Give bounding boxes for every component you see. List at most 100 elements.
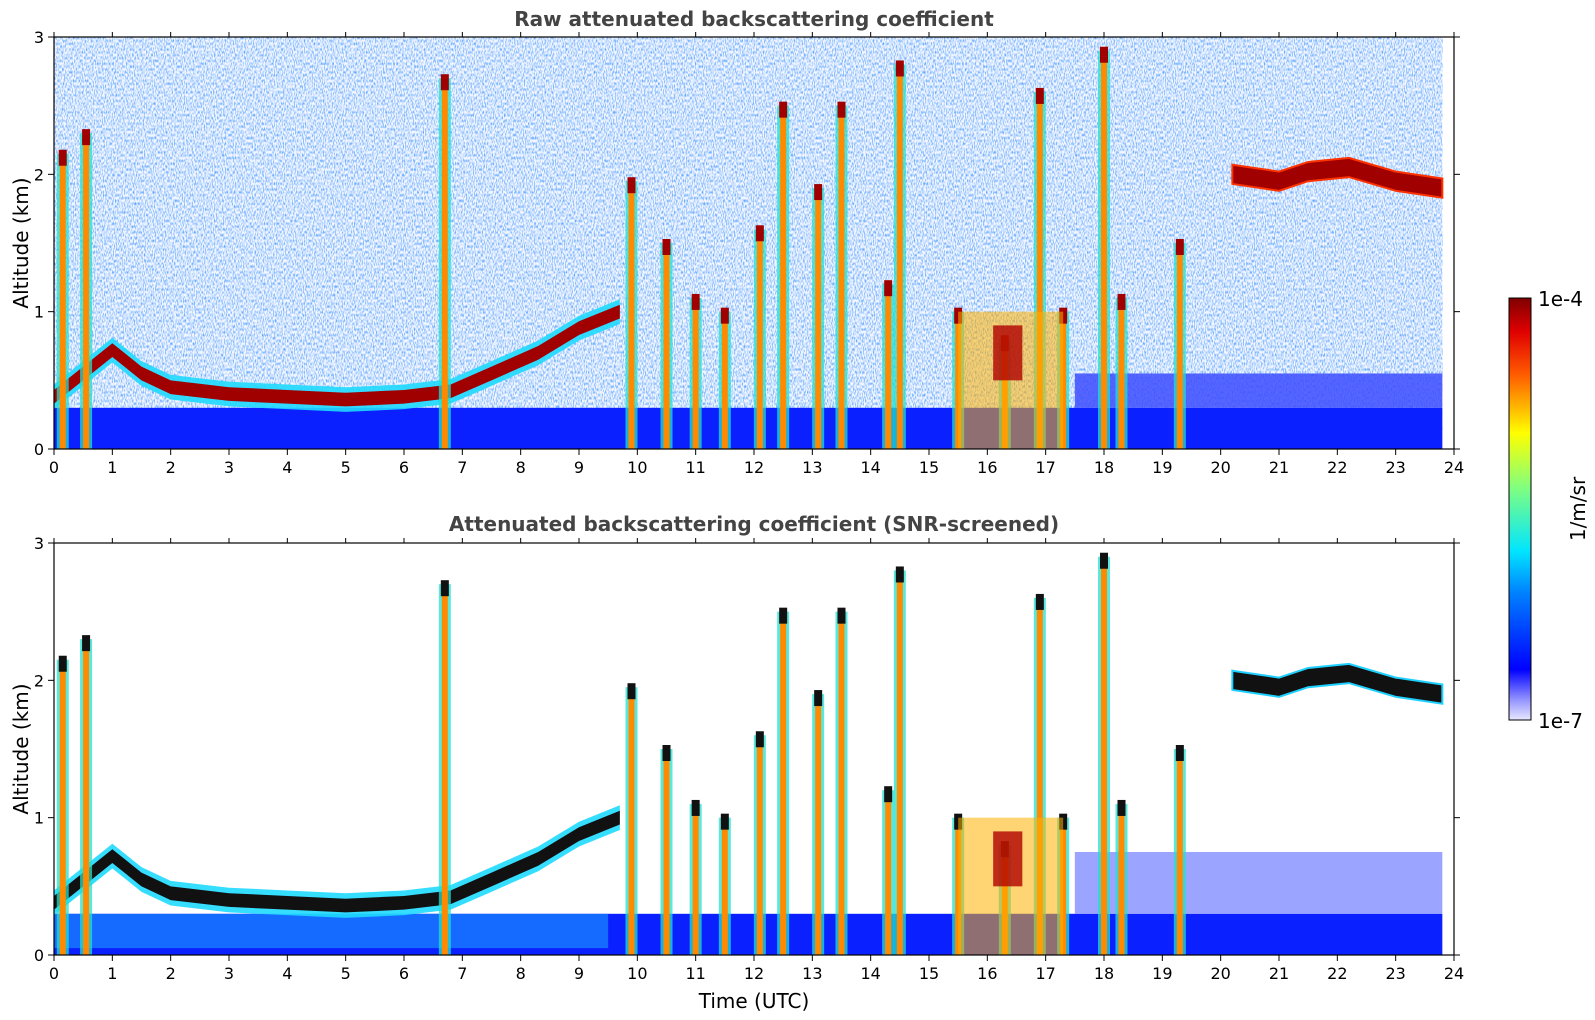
cloud-column [777,607,790,955]
x-tick-label: 21 [1269,964,1289,983]
panel1-plot-area: 0 1 2 3 4 5 6 7 8 9 10 11 12 13 14 15 16 17 18 19 20 21 22 23 24… [34,28,1464,477]
x-tick-label: 16 [977,964,997,983]
panel2-xlabel: Time (UTC) [698,989,810,1013]
y-tick-label: 3 [34,28,44,47]
cloud-column [893,60,906,449]
x-tick-label: 6 [399,964,409,983]
x-tick-label: 5 [341,458,351,477]
x-tick-label: 23 [1385,458,1405,477]
surface-aerosol [1074,373,1443,408]
cloud-column [660,239,673,449]
x-tick-label: 22 [1327,458,1347,477]
x-tick-label: 0 [49,964,59,983]
x-tick-label: 13 [802,458,822,477]
cloud-column [438,74,451,449]
x-tick-label: 21 [1269,458,1289,477]
cloud-column [812,184,825,449]
colorbar-min-label: 1e-7 [1538,709,1583,733]
y-tick-label: 0 [34,946,44,965]
x-tick-label: 4 [282,458,292,477]
panel2-plot-area: 0 1 2 3 4 5 6 7 8 9 10 11 12 13 14 15 16 17 18 19 20 21 22 23 24… [34,534,1464,983]
panel2-title: Attenuated backscattering coefficient (S… [449,512,1059,536]
y-tick-label: 2 [34,165,44,184]
x-tick-label: 8 [516,964,526,983]
x-tick-label: 12 [744,964,764,983]
x-tick-label: 10 [627,964,647,983]
y-tick-label: 1 [34,303,44,322]
stratocumulus-layer [1231,662,1444,705]
cloud-column [753,731,766,955]
cloud-column [56,655,69,955]
x-tick-label: 11 [685,964,705,983]
dense-cloud-core [993,325,1023,381]
cloud-column [882,280,895,449]
cloud-column [689,293,702,449]
colorbar-label: 1/m/sr [1566,476,1590,541]
x-tick-label: 4 [282,964,292,983]
cloud-column [80,635,93,955]
x-tick-label: 7 [457,458,467,477]
cloud-column [1115,799,1128,955]
x-tick-label: 0 [49,458,59,477]
cloud-column [438,580,451,955]
y-tick-label: 3 [34,534,44,553]
colorbar-max-label: 1e-4 [1538,287,1583,311]
cloud-column [660,745,673,955]
x-tick-label: 1 [107,964,117,983]
x-tick-label: 1 [107,458,117,477]
cloud-column [1173,239,1186,449]
panel2-ylabel: Altitude (km) [9,683,33,814]
x-tick-label: 7 [457,964,467,983]
x-tick-label: 11 [685,458,705,477]
x-tick-label: 9 [574,964,584,983]
cloud-column [625,177,638,449]
x-tick-label: 24 [1444,964,1464,983]
x-tick-label: 8 [516,458,526,477]
x-tick-label: 23 [1385,964,1405,983]
heatmap-field [54,552,1444,955]
x-tick-label: 20 [1210,458,1230,477]
x-tick-label: 16 [977,458,997,477]
x-tick-label: 5 [341,964,351,983]
cloud-column [718,813,731,955]
x-tick-label: 20 [1210,964,1230,983]
boundary-layer-core [54,304,620,407]
stratocumulus-layer [1231,156,1444,199]
x-tick-label: 13 [802,964,822,983]
cloud-column [835,607,848,955]
x-tick-label: 9 [574,458,584,477]
x-tick-label: 10 [627,458,647,477]
cloud-column [753,225,766,449]
x-tick-label: 15 [919,964,939,983]
x-tick-label: 3 [224,964,234,983]
x-tick-label: 2 [166,964,176,983]
x-tick-label: 17 [1035,964,1055,983]
cloud-column [718,307,731,449]
cloud-column [882,786,895,955]
cloud-column [812,690,825,955]
x-tick-label: 19 [1152,964,1172,983]
cloud-column [689,799,702,955]
x-tick-label: 14 [860,458,880,477]
x-tick-label: 15 [919,458,939,477]
cloud-column [835,101,848,449]
cloud-column [1098,552,1110,955]
x-tick-label: 24 [1444,458,1464,477]
cloud-column [56,149,69,449]
heatmap-field [54,37,1444,449]
x-tick-label: 3 [224,458,234,477]
x-tick-label: 17 [1035,458,1055,477]
x-tick-label: 6 [399,458,409,477]
near-surface-signal [54,407,1443,449]
y-tick-label: 0 [34,440,44,459]
x-tick-label: 18 [1094,458,1114,477]
colorbar [1508,297,1532,721]
cloud-column [1115,293,1128,449]
x-tick-label: 18 [1094,964,1114,983]
boundary-layer-core [54,810,620,913]
cloud-column [893,566,906,955]
cloud-column [1098,46,1110,449]
x-tick-label: 22 [1327,964,1347,983]
surface-aerosol [1074,852,1443,914]
